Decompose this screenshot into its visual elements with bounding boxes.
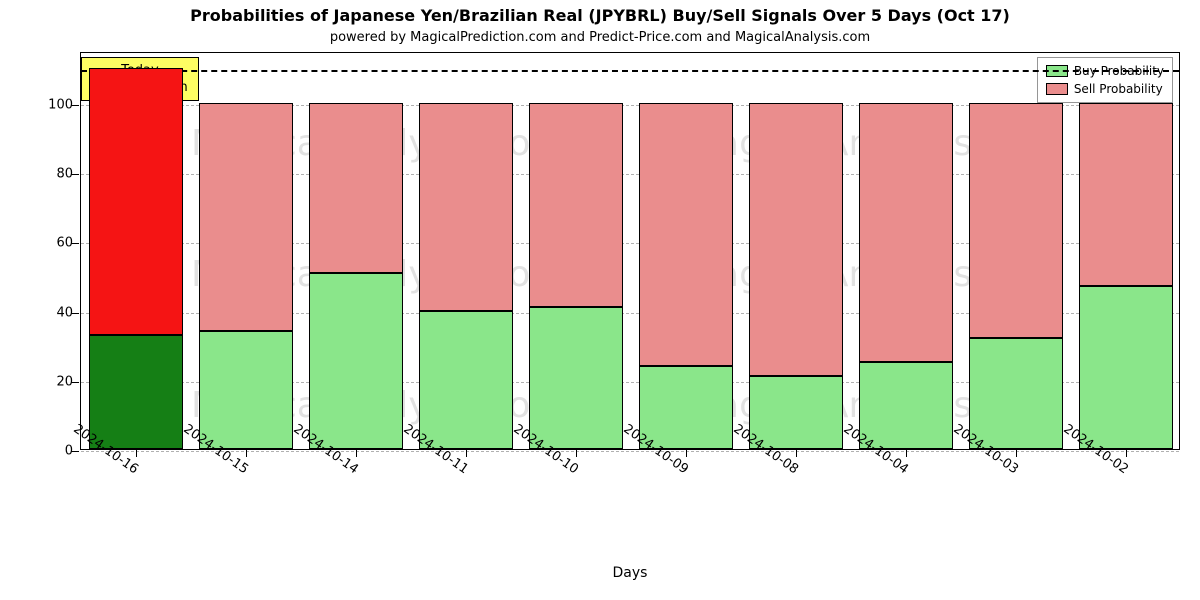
y-tick-label: 80 [33, 167, 73, 182]
x-tick [246, 449, 247, 457]
bar-buy [529, 307, 623, 449]
bar-group [749, 103, 843, 449]
bar-buy [969, 338, 1063, 449]
bar-group [89, 68, 183, 449]
bar-group [1079, 103, 1173, 449]
bar-group [639, 103, 733, 449]
y-tick-label: 20 [33, 374, 73, 389]
bar-buy [419, 311, 513, 449]
bar-group [969, 103, 1063, 449]
bar-group [309, 103, 403, 449]
bar-sell [1079, 103, 1173, 286]
bar-sell [529, 103, 623, 307]
bar-sell [639, 103, 733, 366]
bar-buy [89, 335, 183, 449]
bar-group [419, 103, 513, 449]
x-axis-label: Days [81, 565, 1179, 581]
bar-group [859, 103, 953, 449]
bar-sell [749, 103, 843, 376]
y-tick-label: 0 [33, 444, 73, 459]
bar-group [199, 103, 293, 449]
legend-item: Sell Probability [1046, 80, 1164, 98]
bar-sell [859, 103, 953, 363]
y-tick-label: 60 [33, 236, 73, 251]
bar-sell [89, 68, 183, 334]
x-tick [356, 449, 357, 457]
x-tick [686, 449, 687, 457]
x-tick [466, 449, 467, 457]
bar-sell [199, 103, 293, 331]
x-tick [136, 449, 137, 457]
y-tick-label: 40 [33, 305, 73, 320]
plot-area: Probability Days Buy ProbabilitySell Pro… [80, 52, 1180, 450]
bar-sell [969, 103, 1063, 338]
bar-group [529, 103, 623, 449]
x-tick [906, 449, 907, 457]
bar-sell [419, 103, 513, 311]
bar-sell [309, 103, 403, 273]
legend: Buy ProbabilitySell Probability [1037, 57, 1173, 103]
bar-buy [1079, 286, 1173, 449]
x-tick [796, 449, 797, 457]
legend-swatch [1046, 83, 1068, 95]
legend-label: Sell Probability [1074, 80, 1163, 98]
chart-subtitle: powered by MagicalPrediction.com and Pre… [0, 30, 1200, 45]
x-tick [1016, 449, 1017, 457]
chart-title: Probabilities of Japanese Yen/Brazilian … [0, 6, 1200, 25]
bar-buy [639, 366, 733, 449]
reference-line [81, 70, 1179, 72]
bar-buy [859, 362, 953, 449]
bar-buy [199, 331, 293, 449]
x-tick [576, 449, 577, 457]
x-tick [1126, 449, 1127, 457]
chart-container: Probabilities of Japanese Yen/Brazilian … [0, 0, 1200, 600]
y-tick-label: 100 [33, 97, 73, 112]
